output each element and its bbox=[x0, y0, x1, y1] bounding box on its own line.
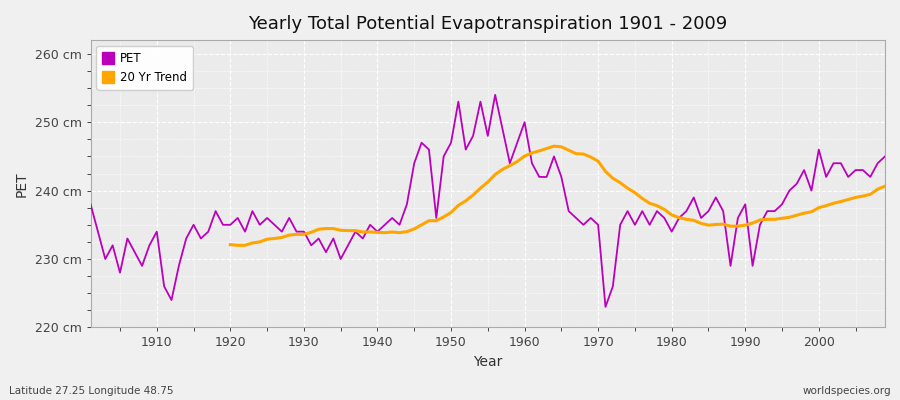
X-axis label: Year: Year bbox=[473, 355, 502, 369]
Legend: PET, 20 Yr Trend: PET, 20 Yr Trend bbox=[96, 46, 193, 90]
Text: Latitude 27.25 Longitude 48.75: Latitude 27.25 Longitude 48.75 bbox=[9, 386, 174, 396]
Title: Yearly Total Potential Evapotranspiration 1901 - 2009: Yearly Total Potential Evapotranspiratio… bbox=[248, 15, 727, 33]
Text: worldspecies.org: worldspecies.org bbox=[803, 386, 891, 396]
Y-axis label: PET: PET bbox=[15, 171, 29, 196]
